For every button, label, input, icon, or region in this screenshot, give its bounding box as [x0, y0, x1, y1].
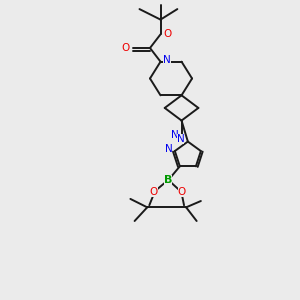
Text: O: O — [122, 43, 130, 53]
Text: O: O — [164, 29, 172, 39]
Text: N: N — [164, 55, 171, 64]
Text: O: O — [178, 187, 186, 196]
Text: N: N — [177, 134, 184, 145]
Text: O: O — [149, 187, 158, 196]
Text: N: N — [165, 144, 172, 154]
Text: N: N — [171, 130, 179, 140]
Text: B: B — [164, 175, 172, 185]
